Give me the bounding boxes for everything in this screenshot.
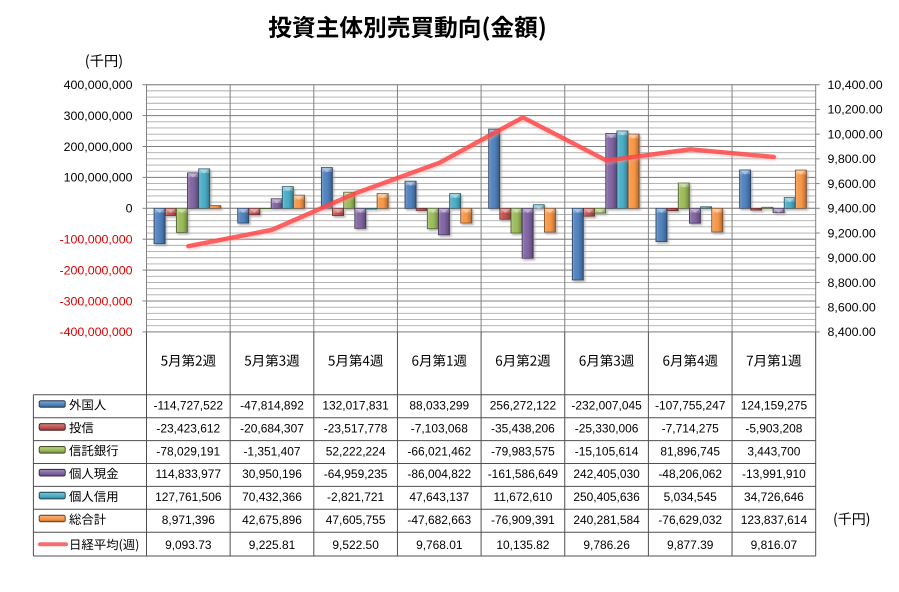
svg-text:-76,909,391: -76,909,391 (491, 513, 555, 527)
svg-text:9,600.00: 9,600.00 (828, 177, 876, 191)
svg-text:-107,755,247: -107,755,247 (655, 399, 726, 413)
svg-text:-161,586,649: -161,586,649 (488, 467, 559, 481)
svg-text:70,432,366: 70,432,366 (242, 490, 302, 504)
svg-text:-13,991,910: -13,991,910 (742, 467, 806, 481)
svg-text:8,400.00: 8,400.00 (828, 325, 876, 339)
svg-text:52,222,224: 52,222,224 (326, 444, 386, 458)
svg-text:10,135.82: 10,135.82 (496, 538, 549, 552)
svg-text:240,281,584: 240,281,584 (573, 513, 640, 527)
svg-text:8,971,396: 8,971,396 (162, 513, 215, 527)
svg-text:10,000.00: 10,000.00 (828, 127, 883, 141)
svg-text:-35,438,206: -35,438,206 (491, 421, 555, 435)
svg-text:34,726,646: 34,726,646 (744, 490, 804, 504)
svg-text:127,761,506: 127,761,506 (155, 490, 222, 504)
svg-text:-48,206,062: -48,206,062 (658, 467, 722, 481)
svg-text:132,017,831: 132,017,831 (322, 399, 389, 413)
svg-text:-20,684,307: -20,684,307 (240, 421, 304, 435)
svg-text:100,000,000: 100,000,000 (64, 171, 133, 185)
svg-text:-79,983,575: -79,983,575 (491, 444, 555, 458)
svg-text:30,950,196: 30,950,196 (242, 467, 302, 481)
svg-text:47,643,137: 47,643,137 (409, 490, 469, 504)
svg-text:-300,000,000: -300,000,000 (59, 294, 132, 308)
svg-text:400,000,000: 400,000,000 (64, 78, 133, 92)
svg-text:9,816.07: 9,816.07 (751, 538, 798, 552)
svg-text:9,093.73: 9,093.73 (165, 538, 212, 552)
svg-text:200,000,000: 200,000,000 (64, 140, 133, 154)
svg-text:47,605,755: 47,605,755 (326, 513, 386, 527)
svg-text:-100,000,000: -100,000,000 (59, 233, 132, 247)
svg-text:114,833,977: 114,833,977 (156, 467, 222, 481)
svg-text:8,600.00: 8,600.00 (828, 301, 876, 315)
svg-text:-78,029,191: -78,029,191 (156, 444, 220, 458)
svg-text:5,034,545: 5,034,545 (664, 490, 717, 504)
svg-text:-1,351,407: -1,351,407 (243, 444, 300, 458)
svg-text:-232,007,045: -232,007,045 (571, 399, 642, 413)
svg-text:-86,004,822: -86,004,822 (407, 467, 471, 481)
svg-text:-23,517,778: -23,517,778 (324, 421, 388, 435)
svg-text:-23,423,612: -23,423,612 (156, 421, 220, 435)
svg-text:242,405,030: 242,405,030 (573, 467, 640, 481)
svg-text:-47,682,663: -47,682,663 (407, 513, 471, 527)
svg-text:124,159,275: 124,159,275 (741, 399, 808, 413)
svg-text:9,768.01: 9,768.01 (416, 538, 463, 552)
svg-text:9,200.00: 9,200.00 (828, 226, 876, 240)
svg-text:-47,814,892: -47,814,892 (240, 399, 304, 413)
svg-text:10,400.00: 10,400.00 (828, 78, 883, 92)
svg-text:-114,727,522: -114,727,522 (154, 399, 224, 413)
svg-text:256,272,122: 256,272,122 (490, 399, 557, 413)
svg-text:-15,105,614: -15,105,614 (575, 444, 639, 458)
svg-text:-25,330,006: -25,330,006 (575, 421, 639, 435)
svg-text:9,786.26: 9,786.26 (583, 538, 630, 552)
svg-text:300,000,000: 300,000,000 (64, 109, 133, 123)
svg-text:-200,000,000: -200,000,000 (59, 263, 132, 277)
svg-text:81,896,745: 81,896,745 (660, 444, 720, 458)
svg-text:9,225.81: 9,225.81 (249, 538, 296, 552)
svg-text:-7,103,068: -7,103,068 (411, 421, 468, 435)
svg-text:9,400.00: 9,400.00 (828, 202, 876, 216)
svg-text:9,000.00: 9,000.00 (828, 251, 876, 265)
svg-text:123,837,614: 123,837,614 (741, 513, 808, 527)
svg-text:-76,629,032: -76,629,032 (658, 513, 722, 527)
svg-text:3,443,700: 3,443,700 (747, 444, 800, 458)
svg-text:-64,959,235: -64,959,235 (324, 467, 388, 481)
svg-text:9,800.00: 9,800.00 (828, 152, 876, 166)
svg-text:42,675,896: 42,675,896 (242, 513, 302, 527)
svg-text:9,522.50: 9,522.50 (332, 538, 379, 552)
svg-text:88,033,299: 88,033,299 (409, 399, 469, 413)
svg-text:11,672,610: 11,672,610 (493, 490, 552, 504)
svg-text:-7,714,275: -7,714,275 (662, 421, 719, 435)
svg-text:-2,821,721: -2,821,721 (327, 490, 384, 504)
svg-text:10,200.00: 10,200.00 (828, 103, 883, 117)
svg-text:-66,021,462: -66,021,462 (407, 444, 471, 458)
svg-text:0: 0 (126, 202, 133, 216)
svg-text:250,405,636: 250,405,636 (573, 490, 640, 504)
svg-text:-400,000,000: -400,000,000 (59, 325, 132, 339)
svg-text:8,800.00: 8,800.00 (828, 276, 876, 290)
svg-text:-5,903,208: -5,903,208 (745, 421, 802, 435)
svg-text:9,877.39: 9,877.39 (667, 538, 714, 552)
